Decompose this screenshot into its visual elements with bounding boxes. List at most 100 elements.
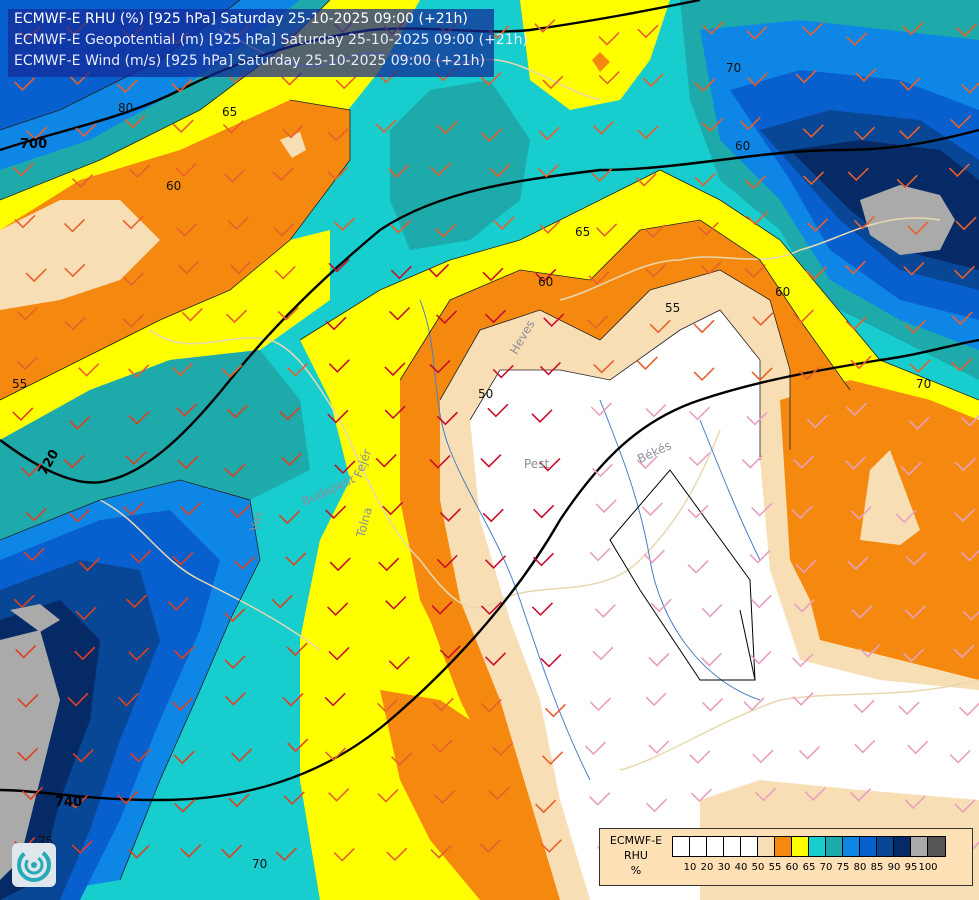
wind-barb bbox=[335, 75, 357, 90]
wind-barb bbox=[427, 263, 450, 278]
wind-barb bbox=[167, 596, 189, 611]
wind-barb bbox=[229, 504, 251, 519]
wind-barb bbox=[433, 790, 455, 804]
wind-barb bbox=[75, 606, 97, 621]
wind-barb bbox=[533, 504, 555, 519]
wind-barb bbox=[171, 362, 193, 377]
wind-barb bbox=[173, 750, 195, 765]
wind-barb bbox=[375, 453, 397, 468]
rhu-band-75-w bbox=[0, 350, 310, 540]
wind-barb bbox=[480, 601, 503, 616]
wind-barb bbox=[949, 749, 971, 764]
wind-barb bbox=[327, 602, 349, 617]
wind-barb bbox=[587, 315, 609, 329]
wind-barb bbox=[903, 261, 925, 276]
wind-barb bbox=[648, 652, 670, 667]
wind-barb bbox=[542, 751, 564, 765]
wind-barb bbox=[958, 702, 979, 717]
wind-barb bbox=[645, 798, 668, 813]
wind-barb bbox=[798, 745, 821, 760]
contour-label: 65 bbox=[222, 105, 237, 119]
wind-barb bbox=[286, 642, 308, 657]
wind-barb bbox=[951, 311, 973, 326]
wind-barb bbox=[751, 502, 773, 517]
wind-barb bbox=[540, 653, 562, 668]
wind-barb bbox=[480, 454, 502, 468]
wind-barb bbox=[439, 508, 462, 522]
wind-barb bbox=[792, 309, 814, 324]
contour-label: 60 bbox=[735, 139, 750, 153]
wind-barb bbox=[950, 114, 972, 129]
legend-label: ECMWF-E RHU % bbox=[604, 833, 668, 878]
wind-barb bbox=[702, 21, 724, 35]
wind-barb bbox=[224, 655, 246, 670]
wind-barb bbox=[376, 698, 399, 713]
wind-barb bbox=[588, 271, 610, 285]
wind-barb bbox=[224, 691, 247, 706]
legend-tick-label: 55 bbox=[768, 862, 782, 873]
wind-barb bbox=[487, 403, 509, 418]
wind-barb bbox=[129, 748, 152, 763]
wind-barb bbox=[436, 120, 458, 135]
geopotential-label: 700 bbox=[20, 137, 47, 152]
wind-barb bbox=[746, 72, 768, 87]
wind-barb bbox=[531, 602, 554, 617]
legend-swatch bbox=[894, 837, 911, 856]
wind-barb bbox=[78, 363, 100, 377]
wind-barb bbox=[282, 124, 304, 139]
wind-barb bbox=[845, 456, 867, 470]
contour-label: 70 bbox=[916, 377, 931, 391]
wind-barb bbox=[645, 403, 667, 418]
wind-barb bbox=[641, 502, 663, 517]
wind-barb bbox=[954, 799, 976, 814]
wind-barb bbox=[590, 402, 612, 417]
wind-barb bbox=[277, 306, 299, 321]
wind-barb bbox=[542, 75, 564, 90]
legend-tick-label: 100 bbox=[918, 862, 938, 873]
wind-barb bbox=[953, 265, 975, 280]
wind-barb bbox=[844, 260, 866, 275]
wind-barb bbox=[17, 747, 39, 762]
wind-barb bbox=[221, 364, 243, 379]
wind-barb bbox=[13, 594, 35, 609]
legend-swatch bbox=[673, 837, 690, 856]
wind-barb bbox=[377, 788, 399, 803]
wind-barb bbox=[72, 174, 94, 188]
wind-barb bbox=[642, 73, 664, 88]
rhu-band-50-c bbox=[470, 310, 979, 900]
wind-barb bbox=[694, 172, 716, 187]
wind-barb bbox=[177, 260, 200, 275]
wind-barb bbox=[125, 451, 147, 466]
wind-barb bbox=[589, 547, 611, 562]
wind-barb bbox=[388, 164, 410, 179]
wind-barb bbox=[231, 748, 253, 763]
wind-barb bbox=[327, 127, 349, 142]
wind-barb bbox=[63, 454, 85, 469]
wind-barb bbox=[956, 23, 978, 37]
wind-barb bbox=[900, 461, 922, 476]
wind-barb bbox=[908, 416, 931, 431]
geopotential-label: 740 bbox=[55, 795, 82, 810]
wind-barb bbox=[233, 556, 256, 570]
wind-barb bbox=[429, 359, 451, 374]
wind-barb bbox=[128, 647, 150, 661]
legend-tick-label: 30 bbox=[717, 862, 731, 873]
wind-barb bbox=[328, 359, 350, 373]
legend-tick-label: 20 bbox=[700, 862, 714, 873]
wind-barb bbox=[689, 750, 711, 764]
wind-barb bbox=[539, 220, 561, 234]
wind-barb bbox=[589, 697, 612, 712]
wind-barb bbox=[538, 126, 560, 141]
wind-barb bbox=[390, 265, 412, 280]
rhu-patch-95-sw bbox=[10, 604, 60, 632]
wind-barb bbox=[907, 740, 929, 755]
wind-barb bbox=[271, 594, 293, 609]
wind-barb bbox=[591, 168, 613, 182]
wind-barb bbox=[637, 24, 659, 39]
wind-barb bbox=[436, 554, 458, 569]
wind-barb bbox=[700, 652, 722, 667]
rhu-patch-55-small bbox=[280, 132, 306, 158]
wind-barb bbox=[122, 272, 145, 286]
legend-swatch bbox=[843, 837, 860, 856]
